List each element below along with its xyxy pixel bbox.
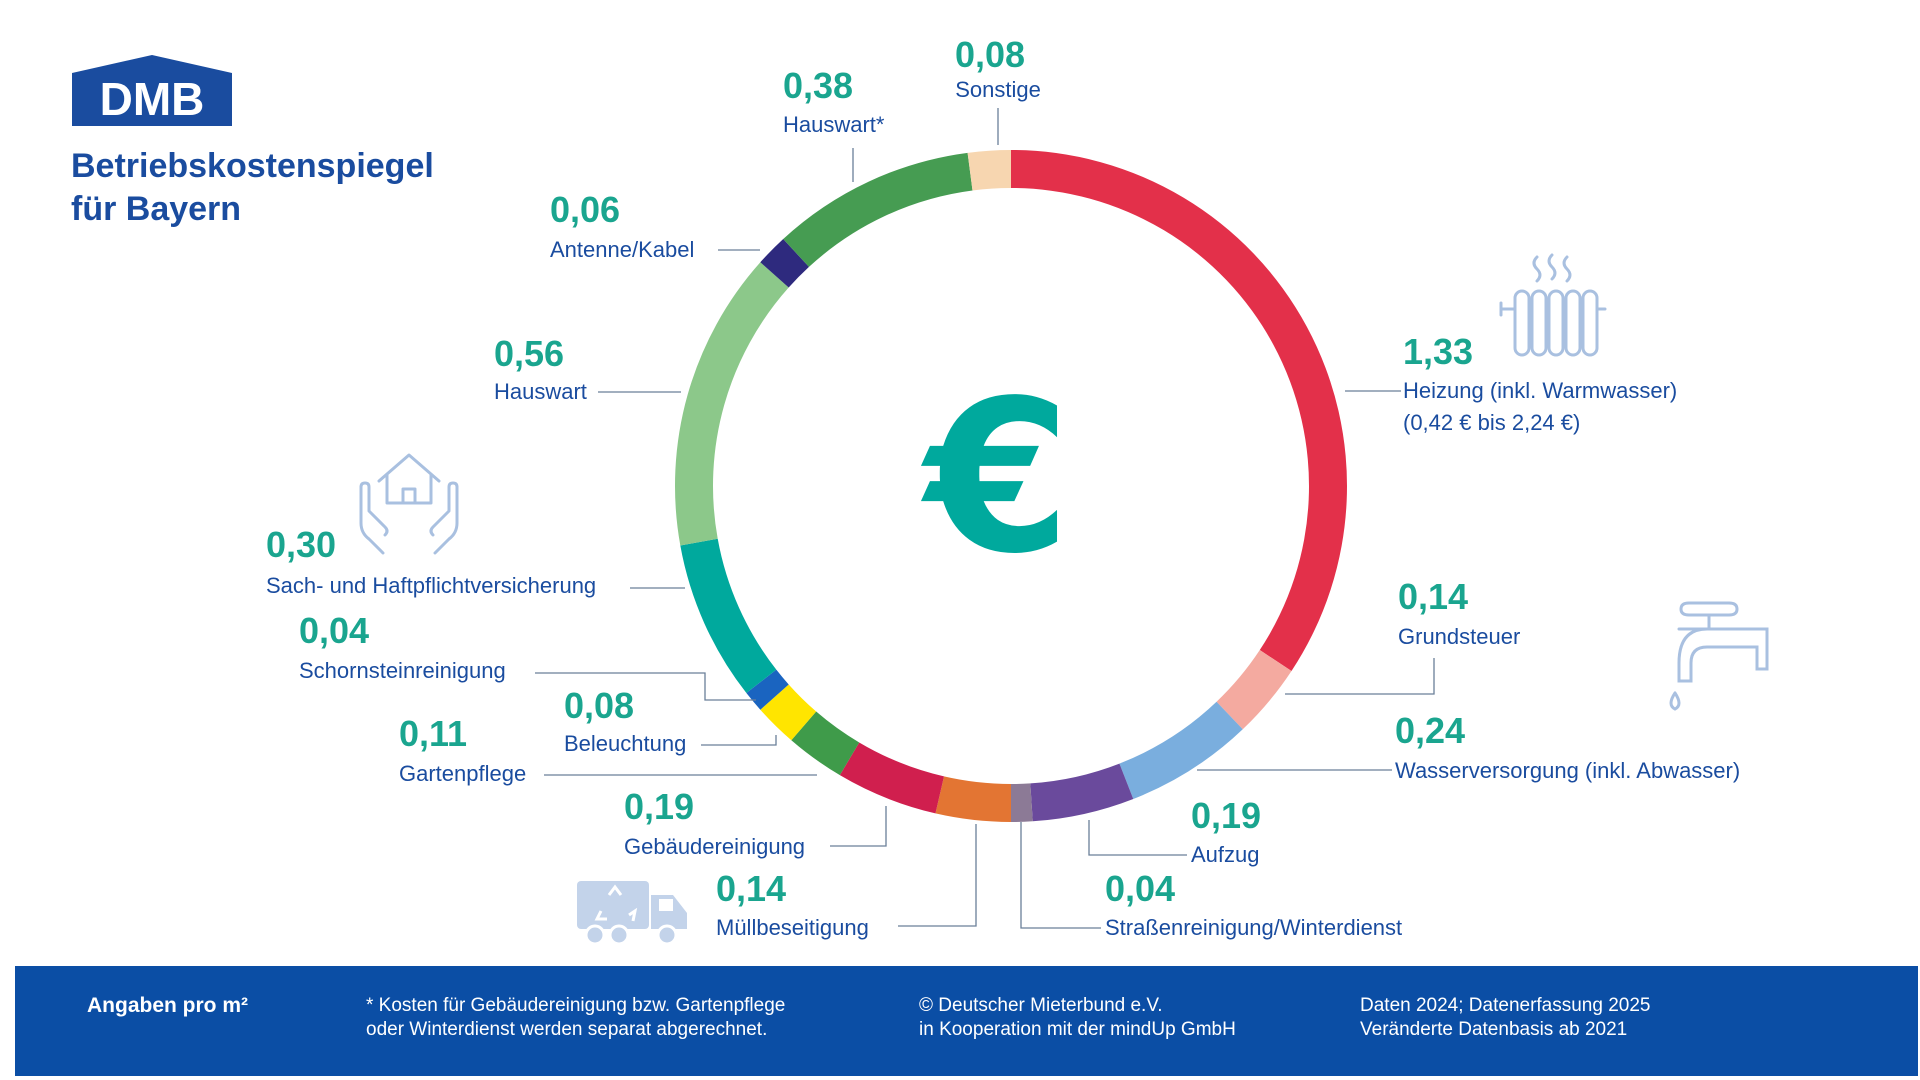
cost-donut-chart: 1,33 Heizung (inkl. Warmwasser) (0,42 € bi… xyxy=(266,34,1740,940)
leader-beleuchtung xyxy=(701,735,777,746)
data-source: Daten 2024; Datenerfassung 2025 Veränder… xyxy=(1360,994,1651,1042)
value-aufzug: 0,19 xyxy=(1191,795,1261,836)
segment-hauswart xyxy=(783,152,973,267)
footnote-line-2: oder Winterdienst werden separat abgerec… xyxy=(366,1019,768,1040)
leader-m-llbeseitigung xyxy=(898,824,977,927)
label-geb-udereinigung: Gebäudereinigung xyxy=(624,834,805,859)
value-geb-udereinigung: 0,19 xyxy=(624,786,694,827)
value-sach-und-haftpflichtversicherung: 0,30 xyxy=(266,524,336,565)
leader-geb-udereinigung xyxy=(830,806,887,847)
label-sach-und-haftpflichtversicherung: Sach- und Haftpflichtversicherung xyxy=(266,573,596,598)
title-line-2: für Bayern xyxy=(71,190,242,228)
footnote-line-1: * Kosten für Gebäudereinigung bzw. Garte… xyxy=(366,995,786,1016)
value-sonstige: 0,08 xyxy=(955,34,1025,75)
label-gartenpflege: Gartenpflege xyxy=(399,761,526,786)
value-schornsteinreinigung: 0,04 xyxy=(299,610,369,651)
copyright: © Deutscher Mieterbund e.V. in Kooperati… xyxy=(919,994,1236,1042)
label-m-llbeseitigung: Müllbeseitigung xyxy=(716,915,869,940)
footer-bar: Angaben pro m² * Kosten für Gebäudereini… xyxy=(15,966,1918,1076)
dmb-logo: DMB xyxy=(70,53,234,126)
segment-m-llbeseitigung xyxy=(935,776,1011,822)
leader-stra-enreinigung-winterdienst xyxy=(1020,822,1101,929)
leader-lines xyxy=(535,108,1435,929)
label-hauswart: Hauswart xyxy=(494,379,587,404)
title-line-1: Betriebskostenspiegel xyxy=(71,147,434,185)
label-antenne-kabel: Antenne/Kabel xyxy=(550,237,694,262)
label-wasserversorgung-inkl-abwasser: Wasserversorgung (inkl. Abwasser) xyxy=(1395,758,1740,783)
water-tap-icon xyxy=(1659,593,1769,723)
value-beleuchtung: 0,08 xyxy=(564,685,634,726)
segment-hauswart xyxy=(674,262,789,546)
segment-gartenpflege xyxy=(791,711,860,776)
label-line2-heizung-inkl-warmwasser: (0,42 € bis 2,24 €) xyxy=(1403,410,1580,435)
value-wasserversorgung-inkl-abwasser: 0,24 xyxy=(1395,710,1465,751)
logo-text: DMB xyxy=(100,73,205,125)
value-hauswart: 0,38 xyxy=(783,65,853,106)
label-sonstige: Sonstige xyxy=(955,77,1041,102)
value-stra-enreinigung-winterdienst: 0,04 xyxy=(1105,868,1175,909)
radiator-icon xyxy=(1497,253,1607,358)
segment-labels: 1,33 Heizung (inkl. Warmwasser) (0,42 € bi… xyxy=(266,34,1740,940)
data-line-1: Daten 2024; Datenerfassung 2025 xyxy=(1360,995,1651,1016)
euro-symbol: € xyxy=(921,355,1071,600)
value-heizung-inkl-warmwasser: 1,33 xyxy=(1403,331,1473,372)
label-grundsteuer: Grundsteuer xyxy=(1398,624,1520,649)
leader-grundsteuer xyxy=(1285,658,1435,695)
value-grundsteuer: 0,14 xyxy=(1398,576,1468,617)
label-aufzug: Aufzug xyxy=(1191,842,1260,867)
segment-sach-und-haftpflichtversicherung xyxy=(680,538,777,694)
page-title: Betriebskostenspiegel für Bayern xyxy=(71,145,434,231)
garbage-truck-icon xyxy=(573,875,693,947)
donut-segments xyxy=(674,150,1347,822)
label-schornsteinreinigung: Schornsteinreinigung xyxy=(299,658,506,683)
value-m-llbeseitigung: 0,14 xyxy=(716,868,786,909)
segment-schornsteinreinigung xyxy=(746,669,789,710)
segment-heizung-inkl-warmwasser xyxy=(1011,150,1347,671)
copyright-line-2: in Kooperation mit der mindUp GmbH xyxy=(919,1019,1236,1040)
value-gartenpflege: 0,11 xyxy=(399,713,467,754)
segment-geb-udereinigung xyxy=(839,742,945,814)
segment-aufzug xyxy=(1030,763,1134,822)
label-stra-enreinigung-winterdienst: Straßenreinigung/Winterdienst xyxy=(1105,915,1402,940)
segment-wasserversorgung-inkl-abwasser xyxy=(1119,701,1243,799)
label-hauswart: Hauswart* xyxy=(783,112,885,137)
footnote: * Kosten für Gebäudereinigung bzw. Garte… xyxy=(366,994,785,1042)
leader-schornsteinreinigung xyxy=(535,672,756,701)
copyright-line-1: © Deutscher Mieterbund e.V. xyxy=(919,995,1163,1016)
label-beleuchtung: Beleuchtung xyxy=(564,731,686,756)
label-heizung-inkl-warmwasser: Heizung (inkl. Warmwasser) xyxy=(1403,378,1677,403)
units-note: Angaben pro m² xyxy=(87,994,248,1017)
value-antenne-kabel: 0,06 xyxy=(550,189,620,230)
house-in-hands-icon xyxy=(353,447,465,559)
segment-beleuchtung xyxy=(760,684,817,741)
segment-antenne-kabel xyxy=(760,238,809,288)
leader-aufzug xyxy=(1088,820,1187,856)
segment-stra-enreinigung-winterdienst xyxy=(1011,783,1033,822)
segment-grundsteuer xyxy=(1216,650,1292,730)
value-hauswart: 0,56 xyxy=(494,333,564,374)
segment-sonstige xyxy=(967,150,1011,191)
data-line-2: Veränderte Datenbasis ab 2021 xyxy=(1360,1019,1628,1040)
